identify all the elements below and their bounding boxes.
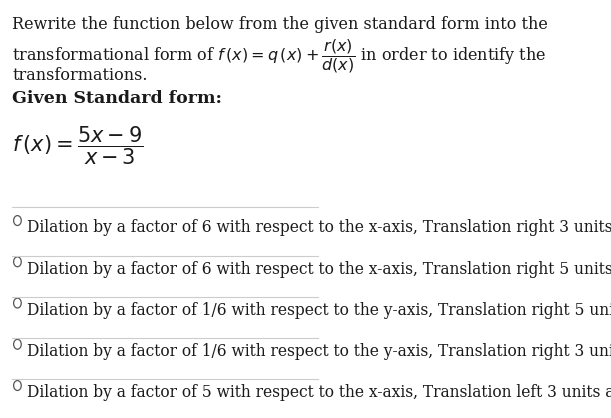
Text: transformations.: transformations.	[12, 67, 148, 84]
Text: Dilation by a factor of 1/6 with respect to the y-axis, Translation right 3 unit: Dilation by a factor of 1/6 with respect…	[27, 343, 611, 360]
Text: $f\,(x) = \dfrac{5x-9}{x-3}$: $f\,(x) = \dfrac{5x-9}{x-3}$	[12, 125, 144, 167]
Text: transformational form of $f\,(x) = q\,(x) + \dfrac{r(x)}{d(x)}$ in order to iden: transformational form of $f\,(x) = q\,(x…	[12, 38, 547, 75]
Text: Rewrite the function below from the given standard form into the: Rewrite the function below from the give…	[12, 16, 548, 33]
Text: Given Standard form:: Given Standard form:	[12, 90, 222, 107]
Text: Dilation by a factor of 5 with respect to the x-axis, Translation left 3 units a: Dilation by a factor of 5 with respect t…	[27, 384, 611, 401]
Text: Dilation by a factor of 6 with respect to the x-axis, Translation right 3 units : Dilation by a factor of 6 with respect t…	[27, 219, 611, 236]
Text: Dilation by a factor of 1/6 with respect to the y-axis, Translation right 5 unit: Dilation by a factor of 1/6 with respect…	[27, 302, 611, 319]
Text: Dilation by a factor of 6 with respect to the x-axis, Translation right 5 units : Dilation by a factor of 6 with respect t…	[27, 260, 611, 278]
